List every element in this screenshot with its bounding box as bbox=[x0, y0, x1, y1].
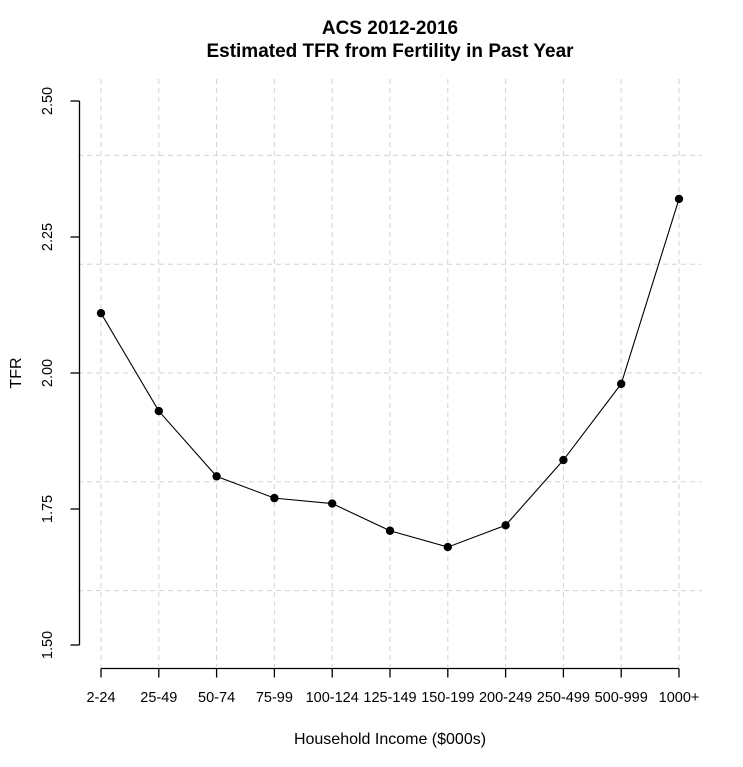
data-point bbox=[617, 379, 626, 389]
data-point bbox=[154, 406, 163, 416]
x-axis-title: Household Income ($000s) bbox=[294, 731, 486, 748]
data-point bbox=[385, 526, 395, 535]
x-tick-label: 125-149 bbox=[363, 690, 416, 706]
gridlines-layer bbox=[78, 79, 702, 667]
x-tick-label: 150-199 bbox=[421, 690, 474, 706]
data-point bbox=[443, 542, 452, 552]
data-point bbox=[96, 308, 106, 318]
data-point bbox=[559, 455, 568, 465]
data-point bbox=[674, 194, 684, 204]
data-point bbox=[212, 472, 221, 481]
x-tick-label: 50-74 bbox=[198, 690, 235, 706]
y-tick-label: 2.50 bbox=[40, 87, 56, 115]
x-tick-label: 2-24 bbox=[86, 690, 115, 706]
series-layer bbox=[96, 194, 684, 552]
x-tick-label: 100-124 bbox=[306, 690, 359, 706]
y-tick-label: 2.00 bbox=[40, 359, 56, 387]
y-tick-label: 2.25 bbox=[40, 223, 56, 251]
chart-title-line1: ACS 2012-2016 bbox=[322, 18, 458, 39]
x-tick-label: 200-249 bbox=[479, 690, 532, 706]
data-point bbox=[270, 493, 279, 503]
x-tick-label: 500-999 bbox=[595, 690, 648, 706]
x-tick-label: 250-499 bbox=[537, 690, 590, 706]
data-point bbox=[501, 521, 510, 530]
x-tick-label: 75-99 bbox=[256, 690, 293, 706]
chart-title-line2: Estimated TFR from Fertility in Past Yea… bbox=[206, 41, 574, 62]
y-tick-label: 1.50 bbox=[40, 631, 56, 659]
axes-layer: 2.50 2.25 2.00 1.75 1.50 2-24 25-49 50-74 75-99 1… bbox=[40, 87, 699, 706]
y-tick-label: 1.75 bbox=[40, 495, 56, 523]
x-tick-label: 1000+ bbox=[659, 690, 700, 706]
y-axis-title: TFR bbox=[8, 357, 25, 388]
data-point bbox=[328, 499, 337, 508]
x-tick-label: 25-49 bbox=[140, 690, 177, 706]
